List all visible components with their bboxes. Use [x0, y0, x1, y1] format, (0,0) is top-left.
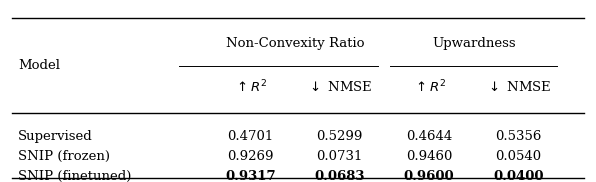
Text: SNIP (frozen): SNIP (frozen) — [18, 150, 110, 163]
Text: 0.5356: 0.5356 — [495, 130, 542, 143]
Text: $\uparrow R^2$: $\uparrow R^2$ — [412, 79, 446, 96]
Text: SNIP (finetuned): SNIP (finetuned) — [18, 170, 131, 182]
Text: Non-Convexity Ratio: Non-Convexity Ratio — [226, 37, 364, 50]
Text: 0.5299: 0.5299 — [316, 130, 363, 143]
Text: 0.4644: 0.4644 — [406, 130, 452, 143]
Text: $\downarrow$ NMSE: $\downarrow$ NMSE — [307, 80, 372, 94]
Text: 0.0731: 0.0731 — [316, 150, 363, 163]
Text: 0.9600: 0.9600 — [404, 170, 454, 182]
Text: 0.9317: 0.9317 — [225, 170, 275, 182]
Text: 0.9460: 0.9460 — [406, 150, 452, 163]
Text: 0.0683: 0.0683 — [315, 170, 365, 182]
Text: 0.0400: 0.0400 — [493, 170, 544, 182]
Text: Supervised: Supervised — [18, 130, 92, 143]
Text: Upwardness: Upwardness — [432, 37, 516, 50]
Text: Model: Model — [18, 59, 60, 72]
Text: 0.4701: 0.4701 — [227, 130, 274, 143]
Text: $\downarrow$ NMSE: $\downarrow$ NMSE — [486, 80, 551, 94]
Text: $\uparrow R^2$: $\uparrow R^2$ — [234, 79, 267, 96]
Text: 0.9269: 0.9269 — [227, 150, 274, 163]
Text: 0.0540: 0.0540 — [495, 150, 542, 163]
